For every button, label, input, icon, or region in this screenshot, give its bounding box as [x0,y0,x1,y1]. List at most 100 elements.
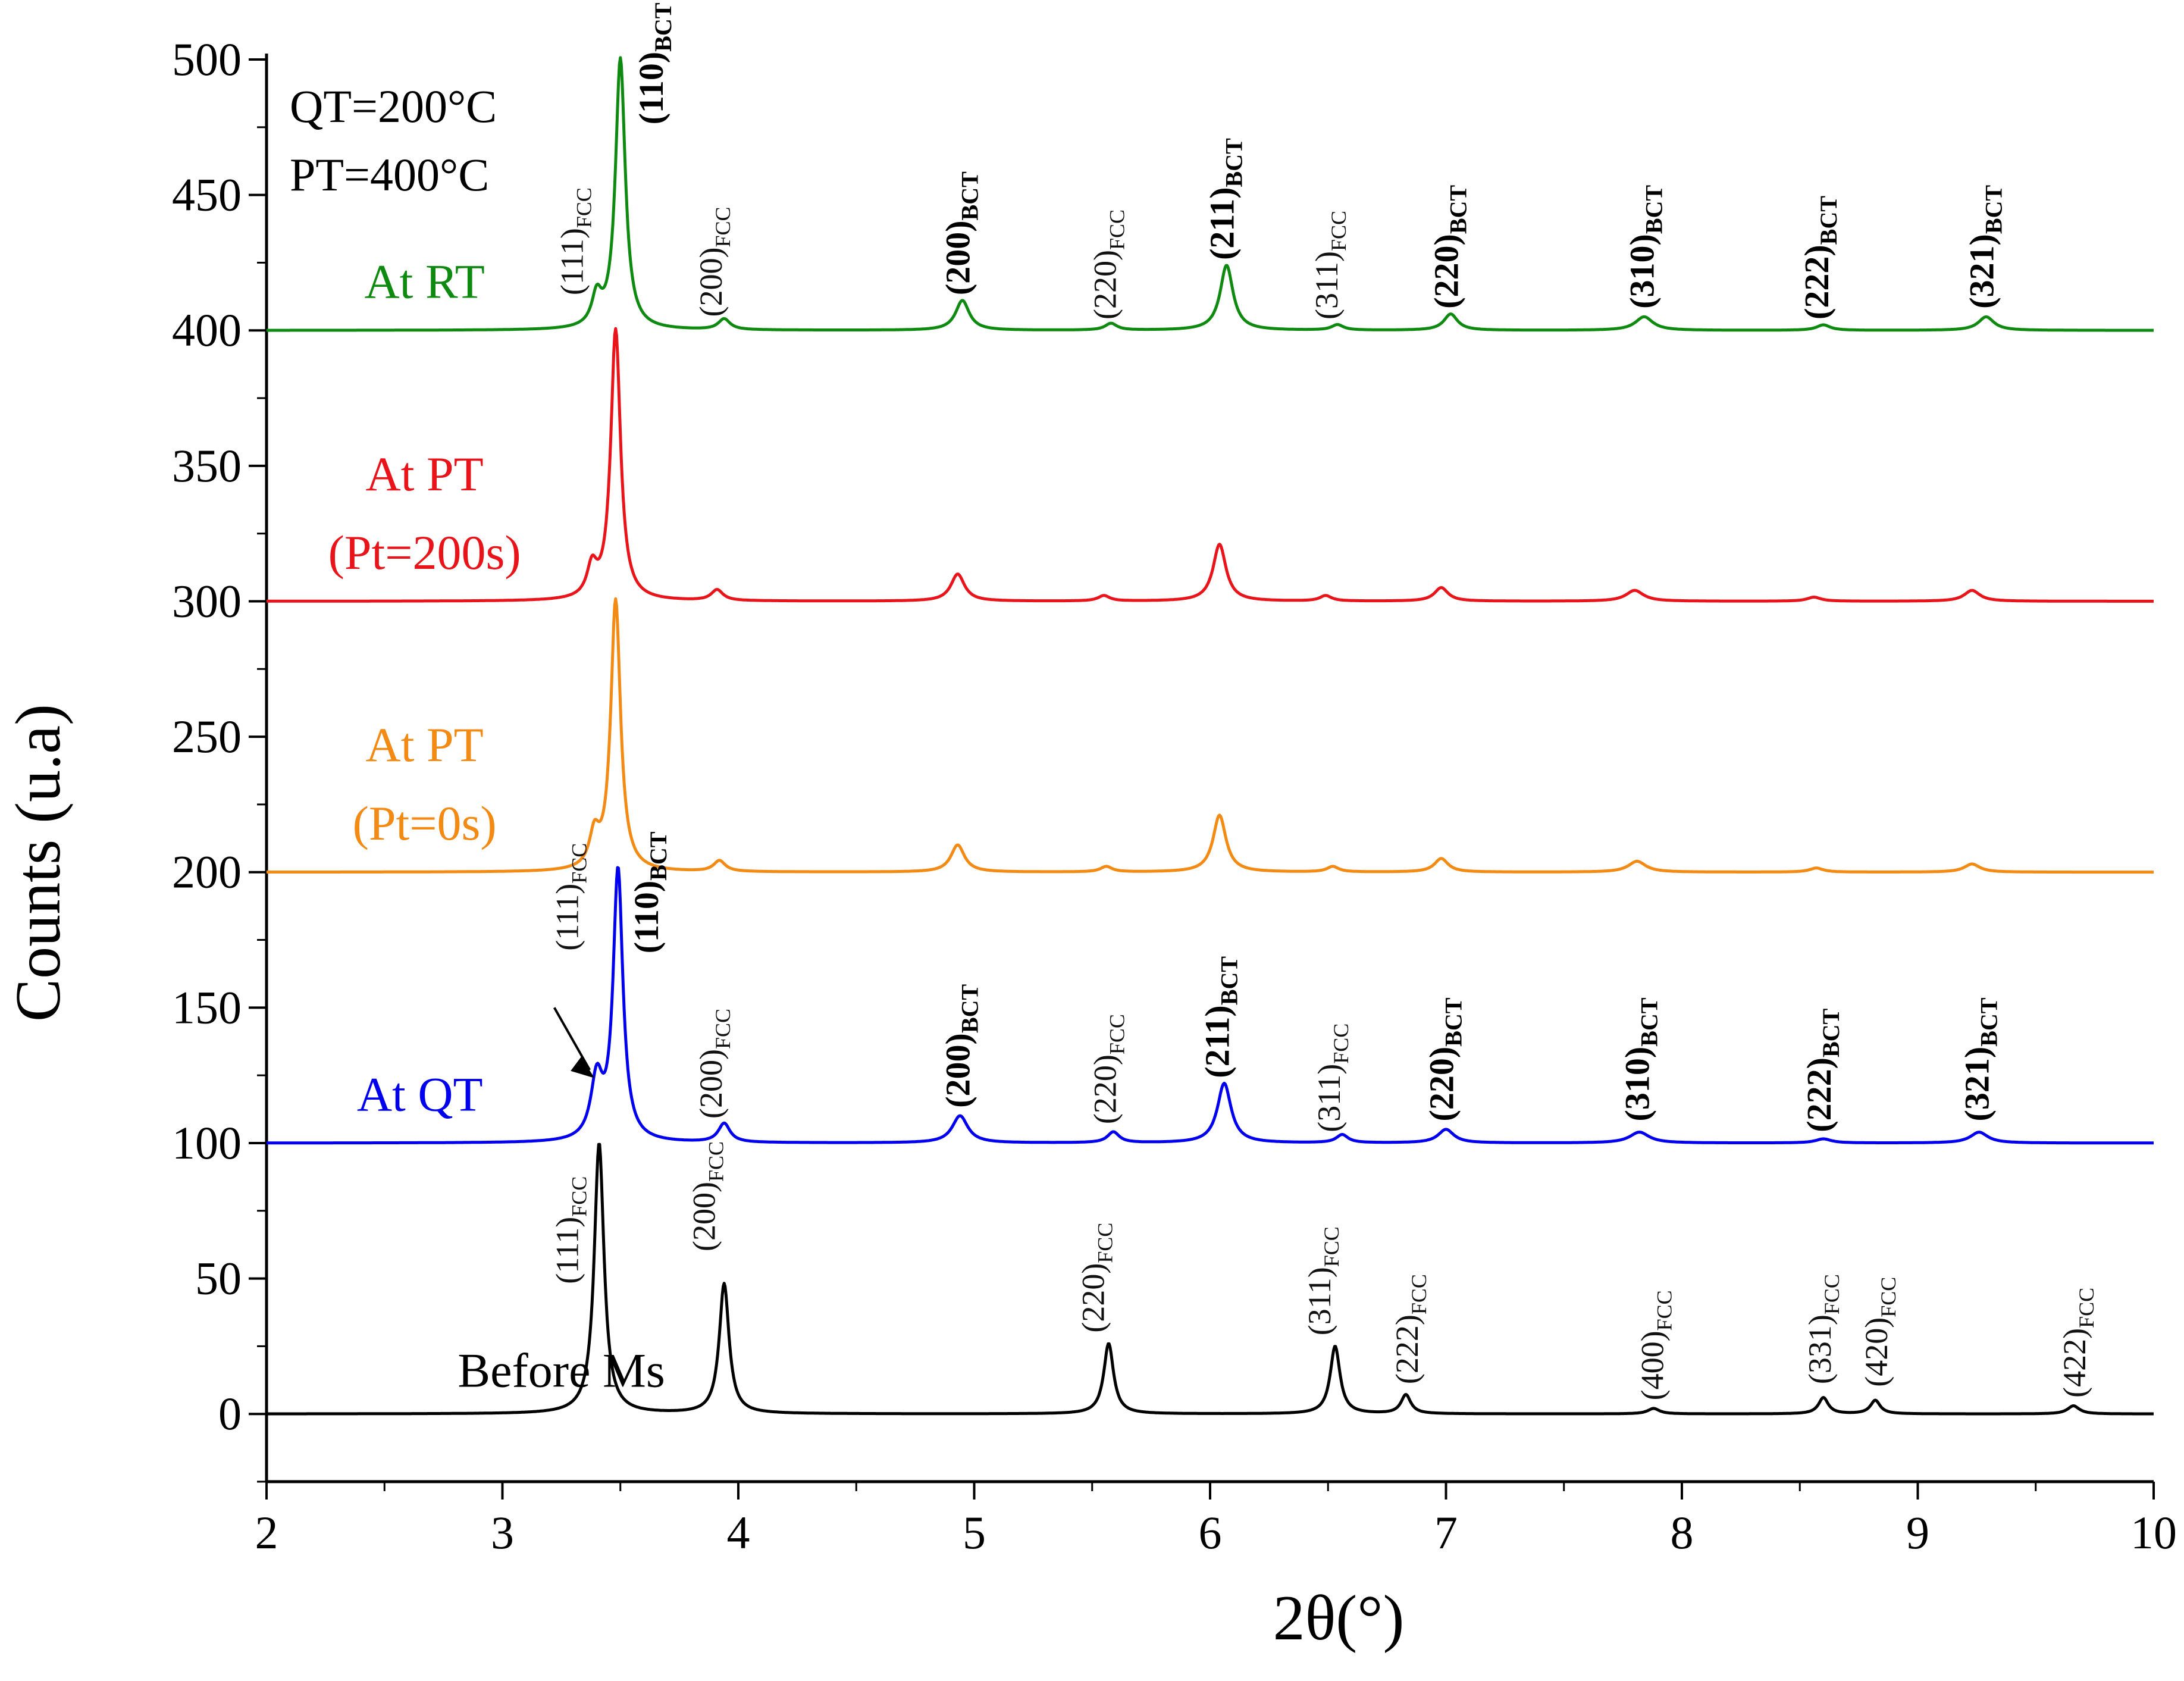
peak-label-phase: BCT [1440,997,1467,1047]
series-label: (Pt=0s) [353,796,497,850]
peak-label-miller: (311) [1311,1064,1347,1132]
peak-label-miller: (110) [632,52,670,124]
peak-label-phase: FCC [1652,1290,1676,1331]
peak-label-222-fcc: (222)FCC [1389,1274,1431,1384]
y-tick-label: 500 [172,33,242,85]
peak-label-phase: FCC [711,206,735,247]
peak-label-phase: BCT [957,984,983,1034]
peak-label-200-fcc: (200)FCC [686,1141,728,1251]
peak-label-phase: FCC [1105,209,1129,250]
peak-label-miller: (420) [1859,1317,1894,1387]
x-tick-label: 10 [2130,1507,2177,1558]
annotation-pt: PT=400°C [290,149,489,201]
chart-text: Counts (u.a) 2θ(°) QT=200°C PT=400°C [3,80,1404,1654]
peak-label-miller: (220) [1427,234,1465,309]
series-line-at-pt-pt-200s- [266,327,2154,603]
peak-label-phase: BCT [1640,185,1667,234]
peak-label-phase: FCC [1407,1274,1431,1314]
peak-label-phase: FCC [1093,1223,1117,1263]
peak-label-310-bct: (310)BCT [1622,185,1667,309]
peak-label-phase: BCT [1976,997,2003,1047]
peak-labels: (111)FCC (200)FCC(220)FCC(311)FCC(222)FCC… [549,2,2098,1400]
peak-label-miller: (222) [1797,245,1836,320]
x-tick-label: 7 [1434,1507,1458,1558]
peak-label-321-bct: (321)BCT [1958,997,2003,1121]
y-tick-label: 300 [172,575,242,627]
peak-label-miller: (220) [1422,1047,1461,1122]
peak-label-400-fcc: (400)FCC [1634,1290,1676,1400]
y-axis-title: Counts (u.a) [3,704,74,1022]
x-tick-label: 4 [727,1507,750,1558]
peak-label-phase: BCT [957,171,983,221]
peak-label-200-bct: (200)BCT [939,171,983,295]
peak-label-miller: (331) [1802,1314,1838,1384]
peak-label-111-fcc: (111)FCC [549,843,591,951]
peak-label-220-fcc: (220)FCC [1076,1223,1117,1333]
x-axis-title: 2θ(°) [1273,1583,1405,1654]
axes: 0 50 100 150 200 250 300 350 400 450 500 2 3 4 5 6 7 8 9 10 [172,33,2177,1558]
x-tick-label: 5 [963,1507,986,1558]
peak-label-phase: FCC [1105,1014,1129,1054]
peak-label-phase: FCC [1876,1277,1900,1317]
y-tick-label: 400 [172,304,242,356]
peak-label-phase: FCC [1329,1023,1353,1064]
series-label: At PT [366,718,484,772]
peak-label-phase: BCT [1221,138,1248,187]
peak-label-miller: (321) [1962,234,2001,309]
peak-label-321-bct: (321)BCT [1962,185,2007,309]
peak-label-miller: (111) [554,228,590,295]
peak-label-220-bct: (220)BCT [1422,997,1467,1121]
series-label: Before Ms [458,1344,665,1398]
arrow-111-fcc [553,1007,595,1078]
peak-label-miller: (222) [1389,1314,1425,1384]
peak-label-311-fcc: (311)FCC [1302,1226,1343,1335]
peak-label-phase: BCT [1980,185,2007,234]
peak-label-phase: BCT [1818,1008,1844,1057]
peak-label-miller: (321) [1958,1047,1997,1122]
series-group: Before Ms At QT At PT (Pt=0s) At PT (Pt=200s)… [266,56,2154,1416]
peak-label-miller: (200) [686,1182,722,1251]
y-tick-label: 50 [195,1253,242,1304]
peak-label-phase: BCT [1815,196,1842,245]
y-tick-label: 100 [172,1117,242,1169]
peak-label-phase: FCC [711,1009,735,1049]
peak-label-miller: (220) [1087,250,1123,320]
peak-label-miller: (311) [1309,251,1345,320]
peak-label-220-fcc: (220)FCC [1087,1014,1129,1124]
peak-label-phase: BCT [645,831,672,881]
peak-label-310-bct: (310)BCT [1618,997,1663,1121]
peak-label-miller: (400) [1634,1331,1670,1400]
annotation-qt: QT=200°C [290,80,497,132]
peak-label-111-fcc: (111)FCC [554,187,596,295]
series-line-at-rt [266,56,2154,332]
peak-label-miller: (311) [1302,1267,1337,1335]
y-tick-label: 250 [172,710,242,762]
peak-label-420-fcc: (420)FCC [1859,1277,1900,1387]
peak-label-miller: (211) [1203,187,1242,259]
arrow-shaft [553,1007,591,1071]
peak-label-200-bct: (200)BCT [939,984,983,1108]
peak-label-220-fcc: (220)FCC [1087,209,1129,320]
peak-label-311-fcc: (311)FCC [1311,1023,1353,1132]
peak-label-miller: (111) [549,1217,585,1284]
peak-label-phase: FCC [1320,1226,1343,1267]
series-label: At PT [366,447,484,501]
x-tick-label: 3 [491,1507,514,1558]
peak-label-110-bct: (110)BCT [627,831,672,953]
x-tick-label: 6 [1199,1507,1222,1558]
x-tick-label: 2 [255,1507,278,1558]
peak-label-311-fcc: (311)FCC [1309,211,1350,320]
peak-label-phase: BCT [1636,997,1663,1047]
peak-label-phase: FCC [572,187,596,228]
peak-label-miller: (111) [549,884,585,951]
y-tick-label: 200 [172,846,242,898]
peak-label-miller: (422) [2057,1328,2092,1398]
peak-label-miller: (110) [627,881,666,953]
peak-label-miller: (200) [939,1033,977,1108]
y-tick-label: 450 [172,169,242,221]
peak-label-miller: (211) [1198,1005,1237,1078]
peak-label-211-bct: (211)BCT [1203,138,1248,260]
peak-label-phase: FCC [2075,1288,2098,1328]
series-label: At RT [364,255,484,309]
peak-label-211-bct: (211)BCT [1198,956,1243,1078]
